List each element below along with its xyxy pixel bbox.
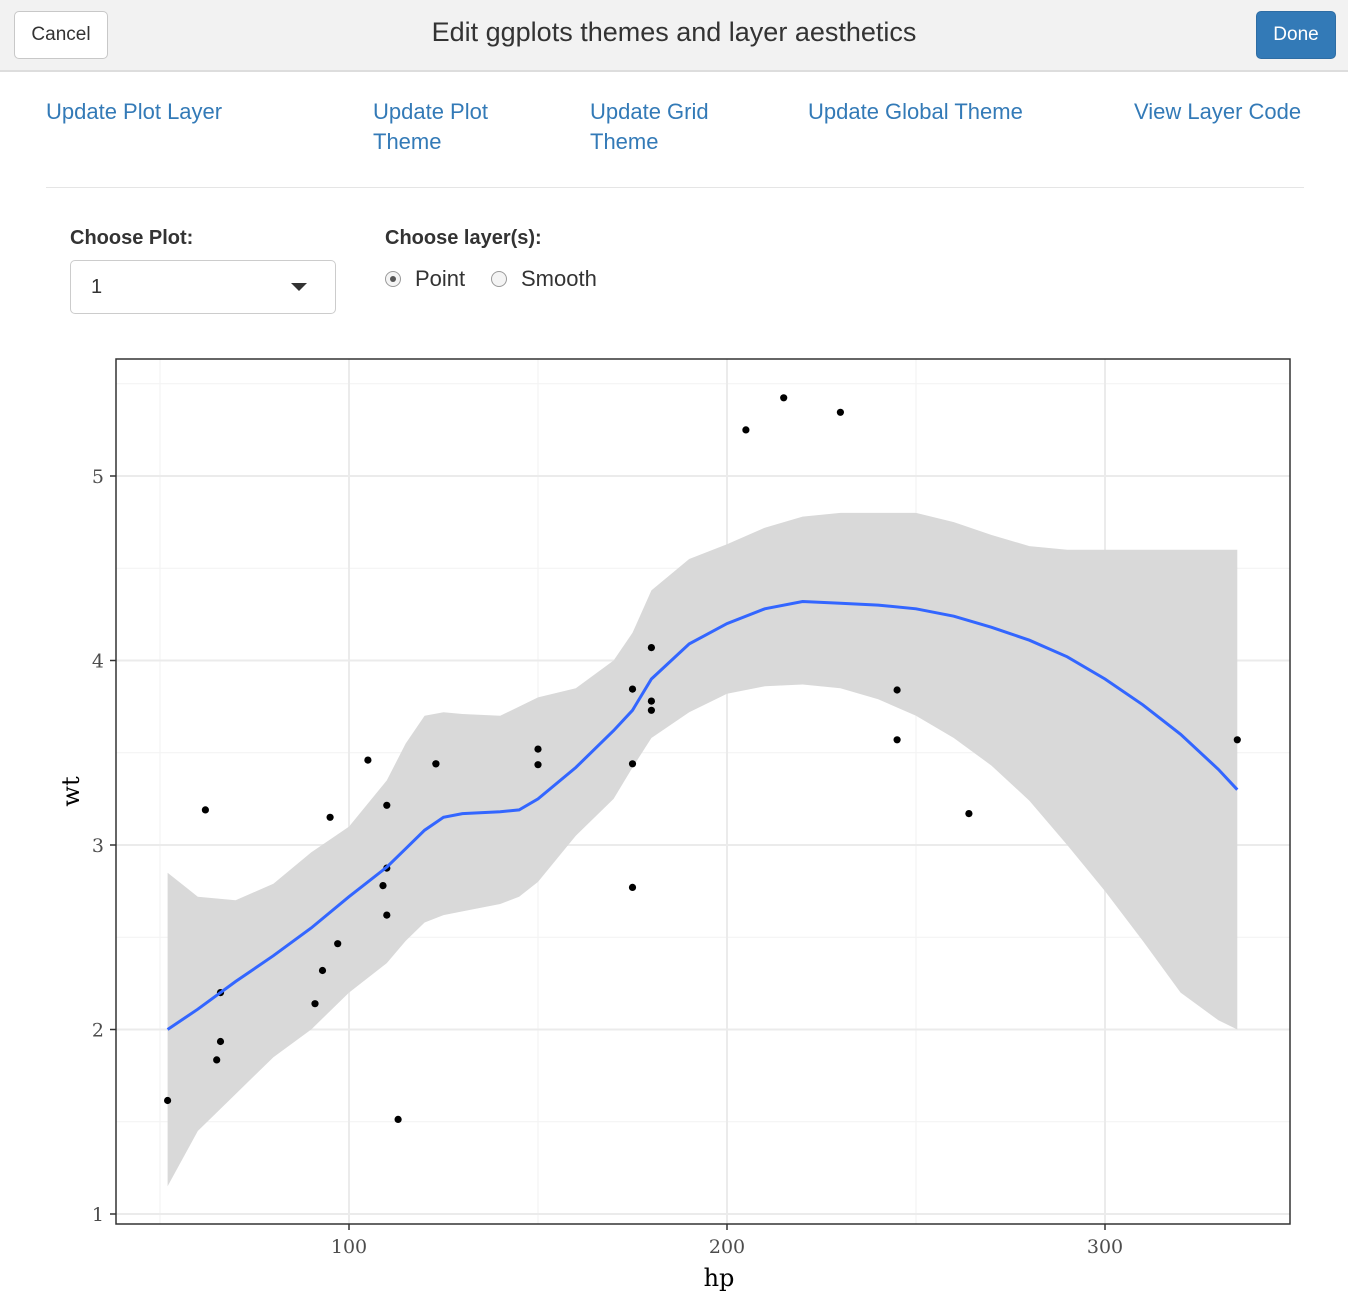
data-point [383, 911, 391, 919]
data-point [311, 1000, 319, 1008]
data-point [742, 426, 750, 434]
tab-label-line1: Update Plot [373, 99, 488, 124]
caret-down-icon [291, 283, 307, 291]
tab-label-line1: Update Grid [590, 99, 709, 124]
layer-radio-label: Smooth [521, 266, 597, 291]
tab-update-global-theme[interactable]: Update Global Theme [808, 97, 1023, 127]
x-tick-label: 200 [709, 1236, 745, 1258]
data-point [628, 685, 637, 693]
data-point [383, 801, 391, 809]
data-point [394, 1115, 402, 1123]
tab-view-layer-code[interactable]: View Layer Code [1134, 97, 1301, 127]
data-point [628, 883, 637, 892]
data-point [534, 761, 542, 769]
choose-plot-value: 1 [91, 276, 103, 298]
radio-checked-icon [385, 271, 401, 287]
data-point [334, 940, 342, 948]
layer-radio-label: Point [415, 266, 466, 291]
cancel-button[interactable]: Cancel [14, 11, 108, 59]
ggplot-chart: 100 200 300 1 2 3 4 5 hp wt [57, 358, 1291, 1292]
data-point [893, 686, 901, 694]
y-tick-label: 2 [92, 1020, 104, 1042]
data-point [164, 1096, 172, 1105]
data-point [647, 644, 656, 652]
x-axis-title: hp [704, 1264, 735, 1292]
plot-panel-border [115, 358, 1291, 1225]
data-point [628, 760, 637, 768]
data-point [364, 756, 372, 764]
data-point [216, 1037, 225, 1046]
data-point [318, 966, 327, 975]
data-point [326, 813, 334, 821]
tabs-divider [46, 187, 1304, 188]
layer-radio-point[interactable]: Point [385, 266, 465, 292]
smooth-line [166, 599, 1239, 1031]
data-point [534, 745, 542, 753]
tab-update-plot-layer[interactable]: Update Plot Layer [46, 97, 222, 127]
tab-label-line1: Update Global Theme [808, 99, 1023, 124]
tab-label-line2: Theme [373, 129, 442, 154]
data-point [213, 1056, 221, 1064]
choose-plot-label: Choose Plot: [70, 227, 194, 249]
data-point [647, 706, 656, 714]
y-tick-label: 5 [92, 466, 104, 488]
smooth-confidence-band [167, 512, 1238, 1187]
x-tick-label: 300 [1087, 1236, 1123, 1258]
choose-layer-label: Choose layer(s): [385, 227, 542, 249]
data-point [836, 408, 845, 416]
y-tick-label: 4 [92, 651, 104, 673]
data-point [647, 697, 656, 705]
data-point [965, 810, 973, 818]
y-tick-label: 3 [92, 835, 104, 857]
data-point [432, 760, 440, 768]
tab-label-line1: Update Plot Layer [46, 99, 223, 124]
tab-label-line2: Theme [590, 129, 659, 154]
choose-plot-select[interactable]: 1 [70, 260, 336, 314]
x-tick-label: 100 [331, 1236, 367, 1258]
layer-radio-smooth[interactable]: Smooth [491, 266, 597, 292]
data-point [1233, 736, 1241, 744]
data-point [201, 806, 209, 814]
data-point [893, 736, 901, 744]
modal-title: Edit ggplots themes and layer aesthetics [431, 17, 917, 47]
tab-label-line1: View Layer Code [1134, 99, 1302, 124]
tab-update-grid-theme[interactable]: Update Grid Theme [590, 97, 709, 157]
modal-header: Cancel Edit ggplots themes and layer aes… [0, 0, 1348, 72]
data-point [379, 882, 387, 890]
data-point [780, 394, 788, 402]
y-axis-title: wt [57, 776, 85, 807]
y-tick-label: 1 [92, 1204, 104, 1226]
done-button[interactable]: Done [1256, 11, 1336, 59]
tab-update-plot-theme[interactable]: Update Plot Theme [373, 97, 488, 157]
radio-unchecked-icon [491, 271, 507, 287]
